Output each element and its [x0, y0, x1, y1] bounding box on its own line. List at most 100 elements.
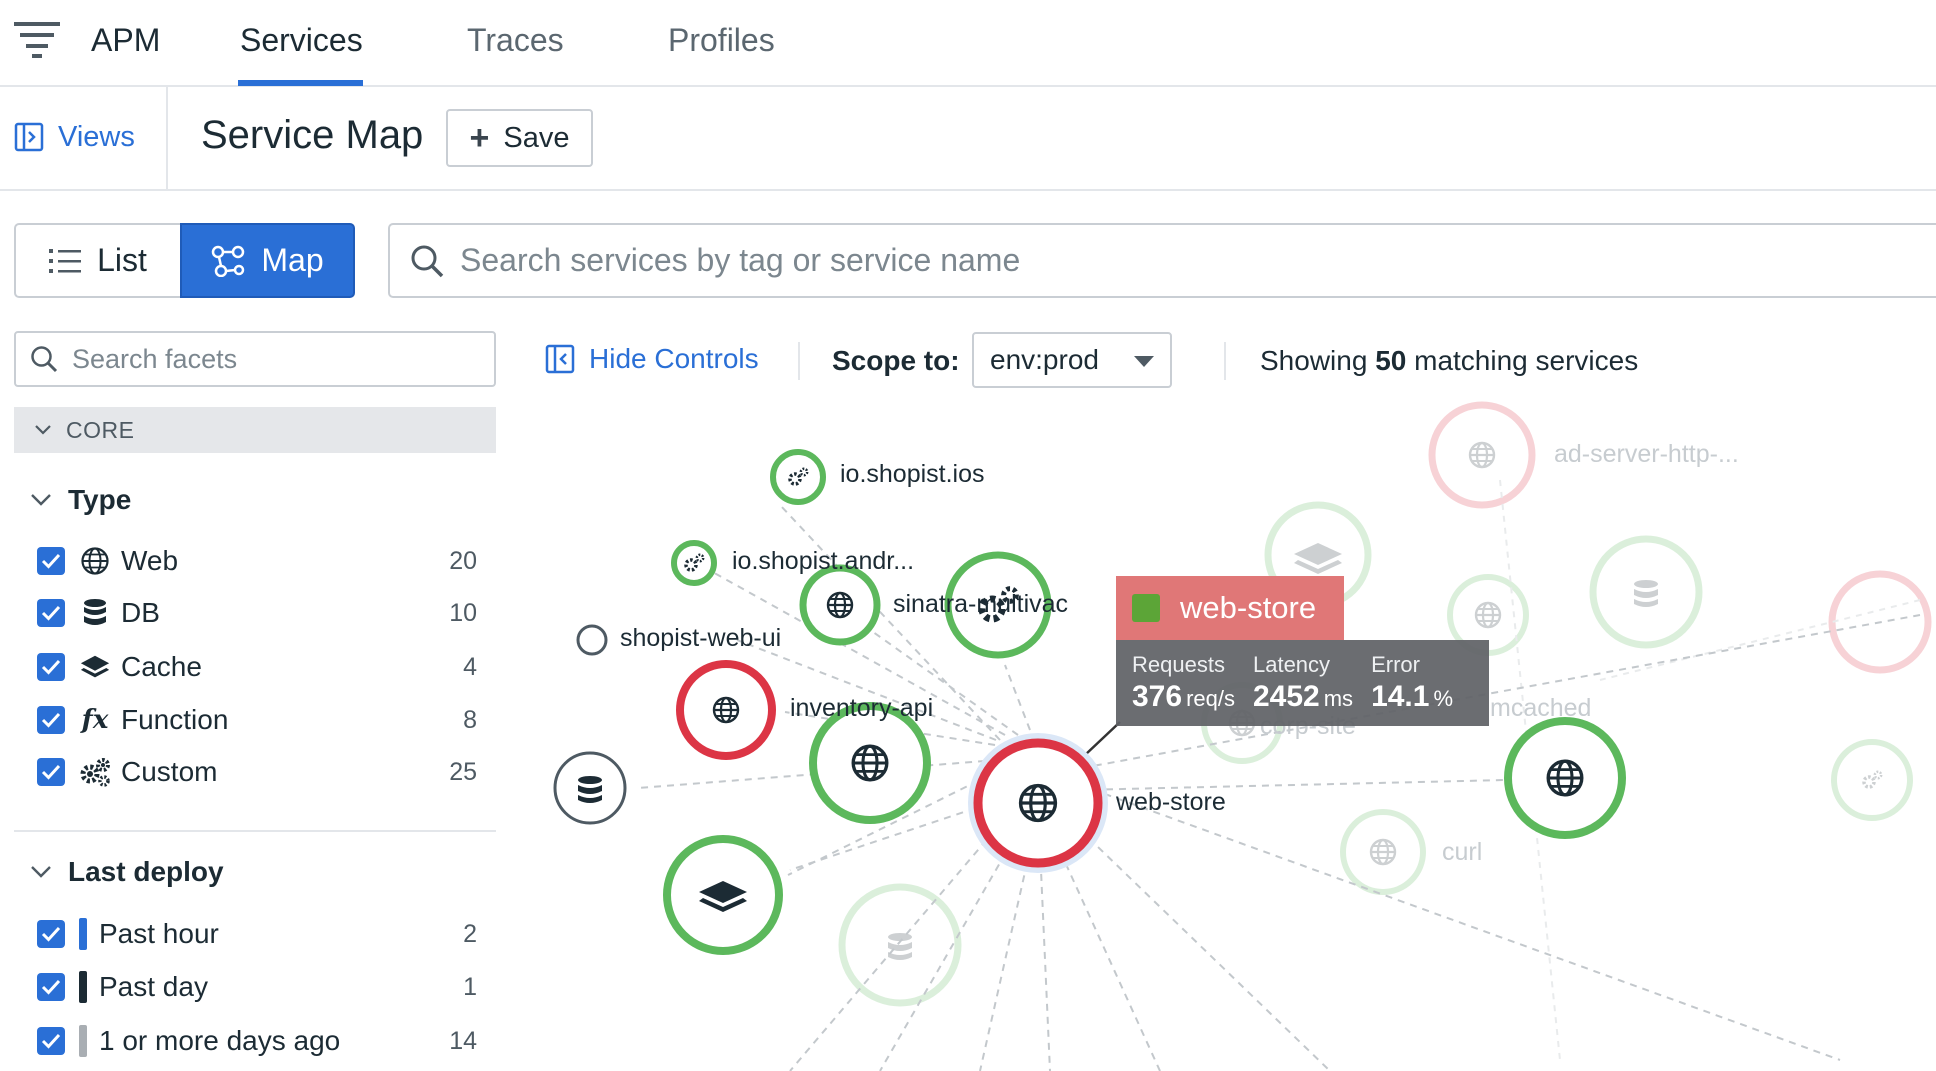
facet-count: 8: [463, 705, 477, 734]
globe-icon: [79, 545, 111, 577]
top-nav: APM Services Traces Profiles: [0, 0, 1936, 87]
service-node-inventory-api[interactable]: [809, 702, 931, 824]
tab-profiles[interactable]: Profiles: [668, 22, 775, 58]
facet-item-function[interactable]: fx Function 8: [37, 702, 477, 738]
node-label-memcached: mcached: [1490, 694, 1592, 722]
deploy-color-indicator: [79, 1025, 87, 1057]
service-node-web-right[interactable]: [1504, 717, 1626, 839]
tooltip-error: Error 14.1%: [1371, 652, 1453, 714]
facet-item-db[interactable]: DB 10: [37, 595, 477, 631]
database-icon: [79, 597, 111, 629]
save-label: Save: [503, 121, 570, 154]
checkbox-checked[interactable]: [37, 920, 65, 948]
service-node-shopist-web-ui[interactable]: [576, 624, 608, 656]
checkbox-checked[interactable]: [37, 973, 65, 1001]
service-node-ios[interactable]: [770, 449, 826, 505]
metric-value: 14.1: [1371, 680, 1430, 713]
metric-value: 376: [1132, 680, 1183, 713]
node-label-curl: curl: [1442, 838, 1483, 866]
matching-count: Showing 50 matching services: [1260, 345, 1638, 377]
status-square-icon: [1132, 594, 1160, 622]
hide-controls-label: Hide Controls: [589, 343, 759, 374]
metric-unit: ms: [1323, 686, 1354, 711]
checkbox-checked[interactable]: [37, 599, 65, 627]
showing-prefix: Showing: [1260, 345, 1368, 376]
caret-down-icon: [1134, 356, 1154, 367]
view-toggle: List Map: [14, 223, 355, 298]
node-label-web-store: web-store: [1116, 788, 1226, 816]
facet-label: Past day: [99, 971, 208, 1002]
chevron-down-icon: [31, 494, 51, 506]
type-facet-header[interactable]: Type: [30, 484, 131, 516]
search-icon: [411, 245, 444, 277]
checkbox-checked[interactable]: [37, 547, 65, 575]
divider: [1224, 342, 1226, 380]
node-label-inventory-api: inventory-api: [790, 694, 934, 722]
scope-dropdown[interactable]: env:prod: [972, 332, 1172, 388]
hide-controls-button[interactable]: Hide Controls: [545, 343, 759, 375]
metric-value: 2452: [1252, 680, 1320, 713]
service-node-web[interactable]: [799, 564, 881, 646]
service-node-web-store[interactable]: [968, 733, 1108, 873]
node-label-shopist-web-ui: shopist-web-ui: [620, 624, 782, 652]
showing-suffix: matching services: [1414, 345, 1639, 376]
tooltip-metrics: Requests 376 req/s Latency 2452 ms Error 1…: [1116, 640, 1489, 726]
facet-label: 1 or more days ago: [99, 1025, 341, 1056]
facet-search: [14, 331, 496, 387]
facet-count: 20: [449, 546, 477, 575]
tooltip-header: web-store: [1116, 576, 1344, 640]
checkbox-checked[interactable]: [37, 758, 65, 786]
facet-item-older[interactable]: 1 or more days ago 14: [37, 1023, 477, 1059]
service-search: [388, 223, 1936, 298]
service-node-cache[interactable]: [663, 835, 783, 955]
chevron-down-icon: [31, 866, 51, 878]
app-title: APM: [91, 22, 161, 58]
facet-item-cache[interactable]: Cache 4: [37, 649, 477, 685]
service-map-canvas[interactable]: [520, 400, 1936, 1071]
active-tab-indicator: [238, 80, 363, 86]
tab-services[interactable]: Services: [240, 22, 363, 58]
facet-search-input[interactable]: [72, 343, 472, 375]
node-label-android: io.shopist.andr...: [732, 547, 915, 575]
service-node-db[interactable]: [553, 751, 627, 825]
list-label: List: [97, 242, 147, 278]
list-view-button[interactable]: List: [14, 223, 180, 298]
map-view-button[interactable]: Map: [180, 223, 355, 298]
facet-item-web[interactable]: Web 20: [37, 543, 477, 579]
save-button[interactable]: + Save: [446, 109, 593, 167]
scope-value: env:prod: [990, 344, 1099, 375]
facet-count: 25: [449, 757, 477, 786]
checkbox-checked[interactable]: [37, 1027, 65, 1055]
views-button[interactable]: Views: [14, 117, 135, 157]
facet-item-past-day[interactable]: Past day 1: [37, 969, 477, 1005]
service-edges: [637, 504, 1921, 1071]
core-section-header[interactable]: CORE: [14, 407, 496, 453]
divider: [798, 342, 800, 380]
menu-icon[interactable]: [14, 20, 60, 60]
service-node-sinatra[interactable]: [944, 551, 1052, 659]
page-header: Views Service Map + Save: [0, 87, 1936, 191]
layers-icon: [79, 651, 111, 683]
facet-count: 1: [463, 972, 477, 1001]
last-deploy-facet-title: Last deploy: [68, 856, 224, 887]
facet-count: 2: [463, 919, 477, 948]
node-label-sinatra: sinatra-multivac: [893, 590, 1069, 618]
service-search-input[interactable]: [460, 242, 1860, 279]
facet-item-custom[interactable]: Custom 25: [37, 754, 477, 790]
facet-count: 10: [449, 598, 477, 627]
deploy-color-indicator: [79, 971, 87, 1003]
facet-label: Custom: [121, 756, 218, 787]
service-node-android[interactable]: [671, 540, 717, 586]
tooltip-latency: Latency 2452 ms: [1253, 652, 1353, 714]
service-node-error-web[interactable]: [676, 660, 776, 760]
facet-count: 4: [463, 652, 477, 681]
checkbox-checked[interactable]: [37, 706, 65, 734]
last-deploy-facet-header[interactable]: Last deploy: [30, 856, 224, 888]
panel-collapse-icon: [545, 344, 575, 374]
facet-item-past-hour[interactable]: Past hour 2: [37, 916, 477, 952]
facet-label: Cache: [121, 651, 202, 682]
checkbox-checked[interactable]: [37, 653, 65, 681]
tab-traces[interactable]: Traces: [467, 22, 564, 58]
divider: [166, 87, 168, 191]
service-map[interactable]: io.shopist.ios io.shopist.andr... sinatr…: [520, 400, 1936, 1071]
